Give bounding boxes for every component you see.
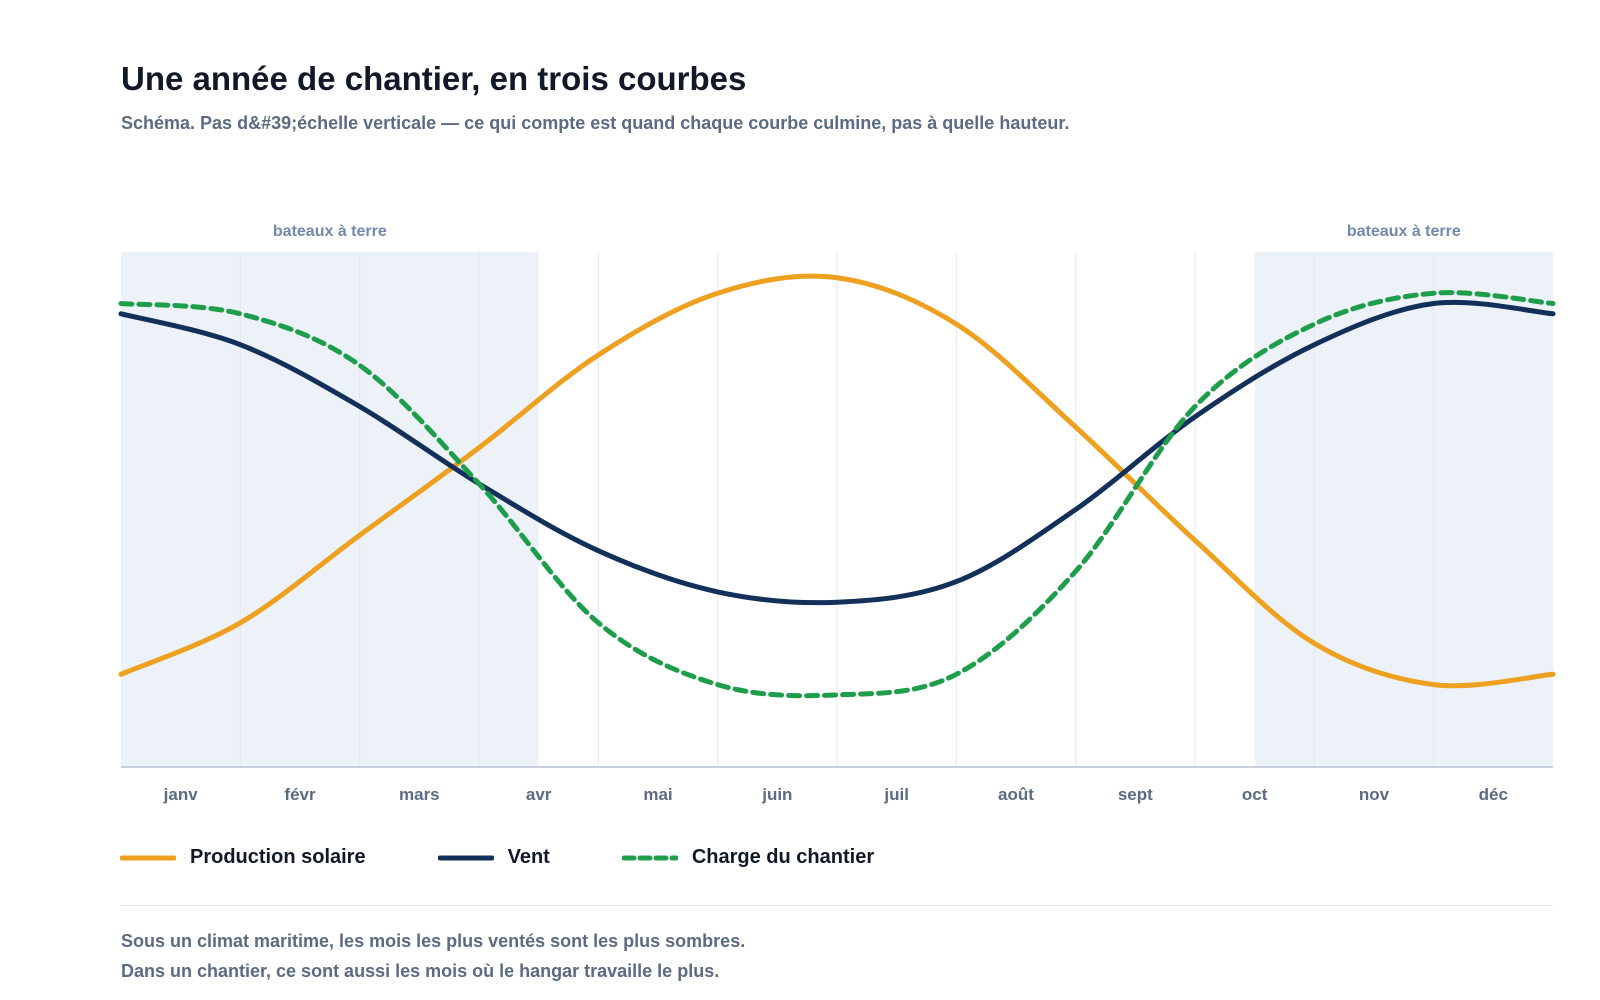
legend-item-load: Charge du chantier	[621, 846, 875, 869]
shaded-bands	[121, 252, 1553, 767]
series-line-wind	[118, 299, 1556, 606]
legend: Production solaire Vent Charge du chanti…	[120, 846, 946, 869]
footer-note-2: Dans un chantier, ce sont aussi les mois…	[121, 961, 720, 981]
chart-subtitle: Schéma. Pas d&#39;échelle verticale — ce…	[121, 113, 1070, 133]
x-tick-label: avr	[526, 785, 552, 804]
x-tick-label: oct	[1242, 785, 1268, 804]
legend-item-solar: Production solaire	[120, 846, 366, 869]
x-tick-label: nov	[1359, 785, 1390, 804]
series-line-load	[118, 290, 1556, 699]
band-labels: bateaux à terre bateaux à terre	[273, 223, 1461, 240]
legend-item-wind: Vent	[437, 846, 550, 869]
x-tick-label: mars	[399, 785, 440, 804]
footer-divider	[121, 905, 1553, 906]
x-tick-label: juin	[761, 785, 792, 804]
x-tick-label: août	[998, 785, 1034, 804]
x-tick-label: juil	[883, 785, 909, 804]
chart-title: Une année de chantier, en trois courbes	[121, 60, 747, 97]
band-label-1: bateaux à terre	[1347, 223, 1461, 240]
footer-note-1: Sous un climat maritime, les mois les pl…	[121, 931, 746, 951]
legend-swatch-solar	[120, 855, 176, 860]
legend-label-load: Charge du chantier	[691, 846, 875, 868]
shaded-band-0	[121, 252, 539, 767]
band-label-0: bateaux à terre	[273, 223, 387, 240]
legend-label-solar: Production solaire	[190, 846, 366, 868]
legend-swatch-load	[621, 855, 678, 860]
x-tick-label: févr	[284, 785, 316, 804]
x-tick-labels: janv févr mars avr mai juin juil août sept oct nov…	[163, 785, 1508, 804]
line-chart: bateaux à terre bateaux à terre janv févr m…	[118, 223, 1556, 804]
x-tick-label: déc	[1479, 785, 1508, 804]
x-tick-label: sept	[1118, 785, 1153, 804]
x-tick-label: mai	[643, 785, 672, 804]
x-tick-label: janv	[163, 785, 199, 804]
shaded-band-1	[1254, 252, 1553, 767]
series-line-solar	[118, 273, 1556, 689]
legend-swatch-wind	[437, 855, 494, 860]
legend-label-wind: Vent	[507, 846, 550, 868]
series-lines	[118, 273, 1556, 699]
